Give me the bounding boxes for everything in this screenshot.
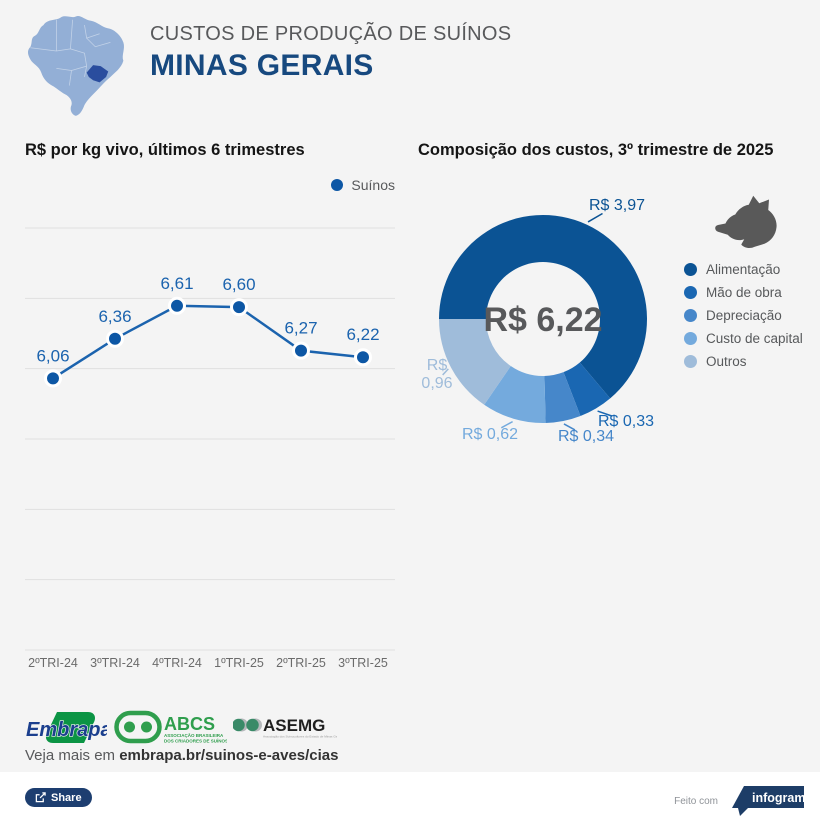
donut-legend-item: Outros — [684, 353, 803, 369]
embrapa-logo: Embrapa — [25, 712, 107, 743]
legend-label: Outros — [706, 353, 747, 369]
donut-chart-title: Composição dos custos, 3º trimestre de 2… — [418, 141, 774, 159]
legend-dot-icon — [684, 354, 697, 368]
line-chart-plot: 6,06 6,36 6,61 6,60 6,27 6,22 2ºTRI-24 3ºTRI-24… — [25, 227, 395, 670]
label-leader-line — [597, 410, 613, 417]
line-chart-legend: Suínos — [25, 177, 395, 193]
data-point-label: 6,27 — [284, 319, 317, 338]
abcs-logo: ABCS ASSOCIAÇÃO BRASILEIRA DOS CRIADORES… — [114, 710, 227, 744]
header: CUSTOS DE PRODUÇÃO DE SUÍNOS MINAS GERAI… — [150, 22, 511, 83]
segment-value-label: R$ 0,62 — [462, 426, 518, 443]
data-point-label: 6,06 — [36, 346, 69, 365]
share-button[interactable]: Share — [25, 788, 92, 807]
donut-legend: Alimentação Mão de obra Depreciação Custo d… — [684, 262, 803, 377]
minas-gerais-state-shape — [86, 65, 109, 83]
header-kicker: CUSTOS DE PRODUÇÃO DE SUÍNOS — [150, 23, 512, 45]
asemg-logo-subtext: Associação dos Suinocultores do Estado d… — [263, 735, 337, 739]
legend-label: Custo de capital — [706, 330, 803, 346]
line-series — [51, 304, 365, 380]
share-icon — [35, 792, 46, 803]
suinos-legend-dot-icon — [331, 179, 344, 191]
label-leader-line — [587, 212, 603, 223]
infogram-logo[interactable]: infogram — [726, 785, 806, 817]
data-point-label: 6,22 — [346, 325, 379, 344]
suinos-legend-label: Suínos — [351, 177, 395, 193]
see-more-link[interactable]: embrapa.br/suinos-e-aves/cias — [119, 747, 339, 764]
donut-center-label: R$ 6,22 — [483, 301, 602, 339]
donut-chart: R$ 3,97 R$ 0,33R$ 0,34 R$ 0,62 R$0,96 R$ 6,2… — [421, 197, 654, 445]
data-point — [230, 298, 248, 317]
data-point — [354, 348, 372, 367]
abcs-logo-subtext-2: DOS CRIADORES DE SUÍNOS — [164, 737, 227, 744]
donut-segment — [439, 319, 511, 405]
x-axis-label: 2ºTRI-25 — [276, 656, 326, 670]
x-axis-label: 2ºTRI-24 — [28, 656, 78, 670]
donut-legend-item: Mão de obra — [684, 284, 803, 300]
donut-segment — [484, 366, 546, 423]
label-leader-line — [442, 368, 449, 376]
label-leader-line — [500, 420, 513, 429]
bottom-bar: Share Feito com infogram — [0, 772, 820, 820]
legend-dot-icon — [684, 285, 697, 299]
see-more-prefix: Veja mais em — [25, 747, 116, 764]
segment-value-label: R$ 0,33 — [598, 413, 654, 430]
legend-label: Depreciação — [706, 307, 782, 323]
data-point — [168, 296, 186, 315]
label-leader-line — [563, 423, 576, 431]
data-point-label: 6,61 — [160, 274, 193, 293]
x-axis-label: 4ºTRI-24 — [152, 656, 202, 670]
segment-value-label: R$ 3,97 — [589, 197, 645, 214]
legend-dot-icon — [684, 308, 697, 322]
data-point-label: 6,36 — [98, 307, 131, 326]
brazil-map-icon — [27, 15, 124, 116]
embrapa-logo-text: Embrapa — [26, 719, 107, 741]
donut-legend-item: Depreciação — [684, 307, 803, 323]
pig-head-icon — [715, 195, 777, 249]
line-chart-title: R$ por kg vivo, últimos 6 trimestres — [25, 141, 305, 159]
legend-label: Alimentação — [706, 261, 781, 277]
donut-legend-item: Alimentação — [684, 261, 803, 277]
share-button-label: Share — [51, 791, 82, 804]
data-point — [44, 369, 62, 388]
infogram-logo-text: infogram — [752, 791, 805, 805]
abcs-logo-text: ABCS — [164, 714, 215, 734]
segment-value-label: R$ — [427, 357, 448, 374]
donut-segment — [544, 372, 581, 423]
legend-dot-icon — [684, 331, 697, 345]
donut-segment — [563, 362, 611, 417]
donut-segment — [439, 215, 647, 399]
see-more-line: Veja mais em embrapa.br/suinos-e-aves/ci… — [25, 747, 338, 764]
page-title: MINAS GERAIS — [150, 49, 374, 82]
segment-value-label: R$ 0,34 — [558, 428, 614, 445]
data-point — [292, 341, 310, 360]
data-point-label: 6,60 — [222, 275, 255, 294]
abcs-logo-subtext-1: ASSOCIAÇÃO BRASILEIRA — [164, 732, 224, 738]
asemg-logo-text: ASEMG — [263, 716, 325, 735]
abcs-snout-icon — [114, 710, 162, 744]
legend-label: Mão de obra — [706, 284, 782, 300]
x-axis-label: 1ºTRI-25 — [214, 656, 264, 670]
made-with: Feito com infogram — [674, 785, 806, 817]
asemg-logo: ASEMG Associação dos Suinocultores do Es… — [233, 716, 337, 739]
data-point — [106, 329, 124, 348]
x-axis-label: 3ºTRI-25 — [338, 656, 388, 670]
segment-value-label: 0,96 — [421, 375, 452, 392]
x-axis-label: 3ºTRI-24 — [90, 656, 140, 670]
legend-dot-icon — [684, 262, 697, 276]
donut-legend-item: Custo de capital — [684, 330, 803, 346]
made-with-label: Feito com — [674, 795, 718, 807]
